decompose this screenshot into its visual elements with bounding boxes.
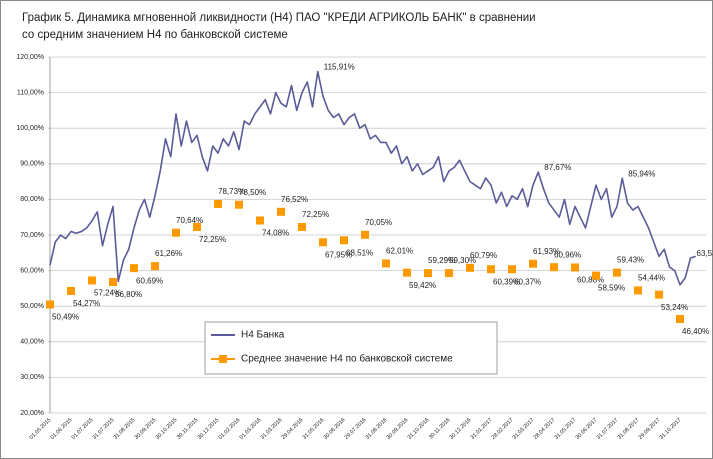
chart-subtitle: со средним значением Н4 по банковской си… <box>22 29 288 41</box>
marker <box>340 236 348 245</box>
data-label: 60,39% <box>493 277 520 286</box>
y-tick-label: 110,00% <box>17 89 44 96</box>
data-label: 60,79% <box>470 251 497 260</box>
legend-label: Н4 Банка <box>241 330 285 341</box>
y-tick-label: 90,00% <box>20 161 44 168</box>
data-label: 53,24% <box>661 303 688 312</box>
data-label: 72,25% <box>302 210 329 219</box>
data-label: 61,26% <box>155 249 182 258</box>
data-label: 68,51% <box>346 248 373 257</box>
marker <box>550 263 558 272</box>
data-label: 56,80% <box>115 290 142 299</box>
marker <box>613 268 621 277</box>
data-label: 54,27% <box>73 299 100 308</box>
data-label: 85,94% <box>628 169 655 178</box>
data-label: 59,29% <box>428 256 455 265</box>
data-label: 62,01% <box>386 247 413 256</box>
marker <box>235 200 243 209</box>
marker <box>676 315 684 324</box>
data-label: 59,43% <box>617 256 644 265</box>
y-tick-label: 60,00% <box>20 267 44 274</box>
data-label: 59,30% <box>449 256 476 265</box>
data-label: 60,37% <box>514 277 541 286</box>
y-tick-label: 20,00% <box>20 410 44 417</box>
y-tick-label: 120,00% <box>16 54 44 61</box>
legend-swatch <box>219 355 227 363</box>
marker <box>67 286 75 295</box>
data-label: 57,24% <box>94 289 121 298</box>
marker <box>445 269 453 278</box>
marker <box>466 263 474 272</box>
marker <box>130 264 138 273</box>
data-label: 60,69% <box>136 276 163 285</box>
data-label: 60,88% <box>577 276 604 285</box>
y-tick-label: 100,00% <box>16 125 44 132</box>
marker <box>256 216 264 225</box>
marker <box>529 259 537 268</box>
marker <box>151 262 159 271</box>
marker <box>88 276 96 285</box>
data-label: 76,52% <box>281 195 308 204</box>
marker <box>403 268 411 277</box>
y-tick-label: 40,00% <box>20 339 44 346</box>
data-label: 74,08% <box>262 229 289 238</box>
marker <box>46 300 54 309</box>
marker <box>655 290 663 299</box>
data-label: 78,50% <box>239 188 266 197</box>
marker <box>277 207 285 216</box>
data-label: 72,25% <box>199 235 226 244</box>
marker <box>487 265 495 274</box>
data-label: 50,49% <box>52 313 79 322</box>
data-label: 54,44% <box>638 274 665 283</box>
marker <box>424 269 432 278</box>
marker <box>214 199 222 208</box>
marker <box>193 222 201 231</box>
data-label: 61,93% <box>533 247 560 256</box>
marker <box>634 286 642 295</box>
data-label: 59,42% <box>409 281 436 290</box>
data-label: 87,67% <box>544 163 571 172</box>
marker <box>172 228 180 237</box>
data-label: 60,96% <box>554 250 581 259</box>
data-label: 46,40% <box>682 327 709 336</box>
marker <box>298 222 306 231</box>
y-tick-label: 30,00% <box>20 374 44 381</box>
y-tick-label: 50,00% <box>20 303 44 310</box>
data-label: 78,73% <box>218 187 245 196</box>
line-series <box>49 70 696 286</box>
marker <box>508 265 516 274</box>
marker <box>361 230 369 239</box>
marker <box>382 259 390 268</box>
data-label: 67,95% <box>325 250 352 259</box>
y-tick-label: 80,00% <box>20 196 44 203</box>
marker <box>592 271 600 280</box>
legend-label: Среднее значение Н4 по банковской систем… <box>241 353 453 365</box>
chart-title: График 5. Динамика мгновенной ликвидност… <box>22 12 536 24</box>
data-label: 70,05% <box>365 218 392 227</box>
marker <box>571 263 579 272</box>
marker <box>319 238 327 247</box>
y-tick-label: 70,00% <box>20 232 44 239</box>
marker <box>109 277 117 286</box>
data-label: 115,91% <box>324 63 355 72</box>
data-label: 63,53% <box>697 249 713 258</box>
data-label: 58,59% <box>598 284 625 293</box>
data-label: 70,64% <box>176 216 203 225</box>
legend-box <box>204 321 498 375</box>
